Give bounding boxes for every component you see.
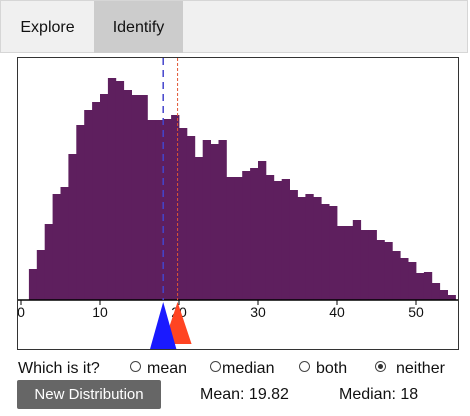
histogram-bar: [179, 128, 188, 300]
histogram-bar: [305, 194, 314, 300]
radio-mean[interactable]: [130, 361, 141, 373]
histogram-bar: [447, 295, 456, 300]
histogram-bar: [139, 95, 148, 300]
tab-bar: Explore Identify: [0, 0, 468, 53]
histogram-bar: [439, 290, 448, 300]
histogram-bar: [202, 140, 211, 300]
histogram-bar: [273, 181, 283, 300]
histogram-bar: [416, 273, 425, 300]
histogram-bar: [100, 94, 109, 300]
histogram-bar: [321, 204, 330, 300]
option-neither-label: neither: [396, 360, 445, 377]
histogram-bar: [368, 230, 377, 300]
histogram-bar: [329, 206, 338, 300]
x-tick-label: 50: [408, 304, 424, 320]
histogram-bar: [36, 250, 46, 300]
histogram-panel: 01020304050: [17, 57, 459, 350]
histogram-bar: [123, 90, 132, 300]
histogram-bar: [360, 230, 369, 300]
question-label: Which is it?: [18, 360, 100, 377]
histogram-bar: [107, 78, 117, 300]
histogram-bar: [344, 226, 354, 300]
histogram-bar: [52, 194, 61, 300]
histogram-chart: 01020304050: [18, 58, 458, 349]
radio-median[interactable]: [210, 361, 221, 373]
x-tick-label: 30: [250, 304, 266, 320]
histogram-bar: [265, 175, 275, 300]
histogram-bar: [92, 102, 101, 300]
histogram-bar: [163, 119, 172, 300]
histogram-bar: [84, 110, 93, 300]
histogram-bar: [218, 140, 227, 300]
option-mean[interactable]: mean: [130, 360, 187, 378]
histogram-bar: [337, 226, 346, 300]
histogram-bar: [297, 197, 306, 300]
histogram-bar: [250, 168, 259, 300]
x-tick-label: 10: [92, 304, 108, 320]
histogram-bar: [281, 179, 290, 300]
x-tick-label: 0: [18, 304, 25, 320]
radio-neither[interactable]: [375, 361, 386, 373]
option-neither[interactable]: neither: [375, 360, 445, 378]
histogram-bar: [234, 177, 243, 300]
histogram-bar: [76, 125, 85, 300]
radio-both[interactable]: [299, 361, 310, 373]
histogram-bar: [147, 120, 156, 300]
histogram-bar: [115, 81, 125, 300]
option-median[interactable]: median: [210, 360, 274, 378]
histogram-bar: [28, 269, 38, 300]
option-both-label: both: [316, 360, 348, 377]
histogram-bar: [392, 251, 401, 300]
option-both[interactable]: both: [299, 360, 347, 378]
histogram-bar: [44, 224, 53, 300]
histogram-bar: [384, 242, 393, 300]
histogram-bar: [186, 136, 196, 300]
mean-readout: Mean: 19.82: [200, 386, 289, 403]
histogram-bar: [313, 197, 322, 300]
median-marker: [150, 302, 177, 349]
tab-explore[interactable]: Explore: [20, 19, 75, 36]
histogram-bar: [226, 177, 235, 300]
histogram-bar: [60, 187, 69, 300]
histogram-bar: [423, 272, 433, 300]
x-tick-label: 40: [329, 304, 345, 320]
histogram-bar: [289, 190, 298, 300]
histogram-bar: [242, 171, 251, 300]
histogram-bar: [68, 154, 77, 300]
tab-identify[interactable]: Identify: [94, 1, 183, 53]
histogram-bar: [408, 262, 417, 300]
histogram-bar: [155, 120, 164, 300]
histogram-bar: [431, 283, 441, 300]
histogram-bar: [400, 258, 409, 300]
histogram-bar: [171, 115, 180, 300]
histogram-bar: [131, 95, 140, 300]
option-median-label: median: [222, 360, 275, 377]
histogram-bar: [376, 240, 385, 300]
histogram-bar: [352, 220, 362, 300]
histogram-bar: [258, 161, 267, 300]
option-mean-label: mean: [147, 360, 188, 377]
histogram-bar: [210, 144, 219, 300]
new-distribution-button[interactable]: New Distribution: [17, 380, 161, 409]
histogram-bar: [194, 157, 204, 300]
median-readout: Median: 18: [339, 386, 419, 403]
